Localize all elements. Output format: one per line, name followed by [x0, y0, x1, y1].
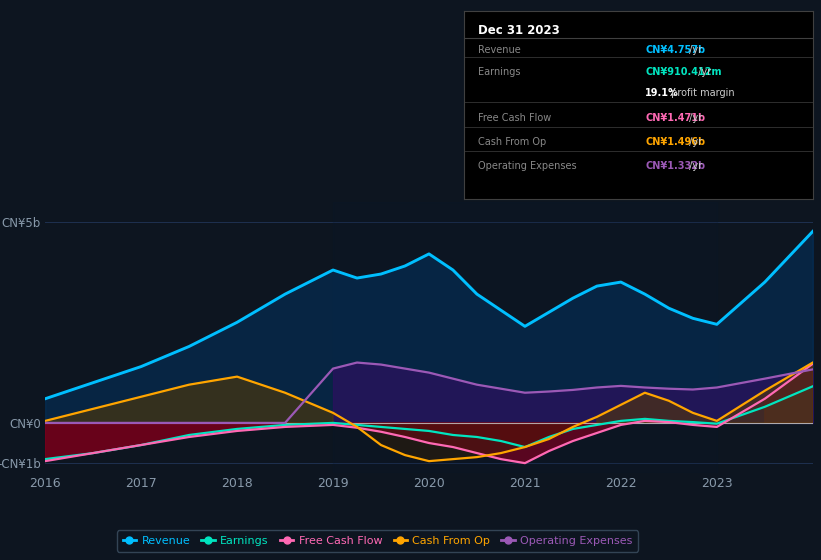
- Text: /yr: /yr: [695, 68, 711, 77]
- Text: /yr: /yr: [686, 113, 702, 123]
- Text: /yr: /yr: [686, 45, 702, 55]
- Text: Dec 31 2023: Dec 31 2023: [478, 24, 560, 38]
- Text: CN¥4.757b: CN¥4.757b: [645, 45, 705, 55]
- Text: CN¥1.471b: CN¥1.471b: [645, 113, 705, 123]
- Text: Earnings: Earnings: [478, 68, 521, 77]
- Text: /yr: /yr: [686, 137, 702, 147]
- Text: CN¥910.412m: CN¥910.412m: [645, 68, 722, 77]
- Bar: [333, 202, 717, 473]
- Text: Revenue: Revenue: [478, 45, 521, 55]
- Text: /yr: /yr: [686, 161, 702, 171]
- Text: CN¥1.496b: CN¥1.496b: [645, 137, 705, 147]
- Text: 19.1%: 19.1%: [645, 88, 679, 98]
- Text: CN¥1.332b: CN¥1.332b: [645, 161, 705, 171]
- Text: Cash From Op: Cash From Op: [478, 137, 546, 147]
- Legend: Revenue, Earnings, Free Cash Flow, Cash From Op, Operating Expenses: Revenue, Earnings, Free Cash Flow, Cash …: [117, 530, 638, 552]
- Text: Free Cash Flow: Free Cash Flow: [478, 113, 551, 123]
- Text: Operating Expenses: Operating Expenses: [478, 161, 576, 171]
- Text: profit margin: profit margin: [668, 88, 735, 98]
